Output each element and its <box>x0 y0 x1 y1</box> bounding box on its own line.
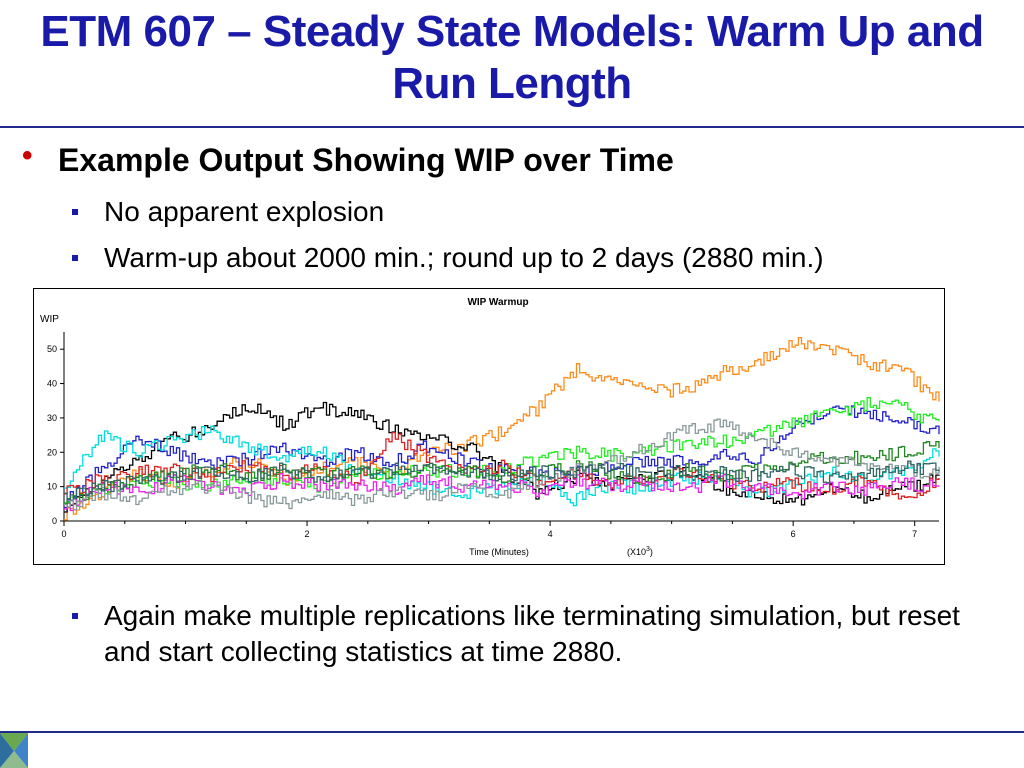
y-tick-label: 0 <box>52 516 57 526</box>
chart-title: WIP Warmup <box>467 297 528 308</box>
chart-panel: WIP Warmup WIP 0 10 20 30 40 50 0 2 4 6 7 Time (Mi… <box>33 288 945 565</box>
bullet-dot-icon: • <box>22 139 33 172</box>
x-axis-label: Time (Minutes) <box>469 547 529 557</box>
sub-bullet-1: No apparent explosion <box>104 196 385 227</box>
x-scale-base: (X10 <box>627 547 646 557</box>
slide-title: ETM 607 – Steady State Models: Warm Up a… <box>40 7 984 108</box>
y-tick-label: 30 <box>47 413 57 423</box>
series-line <box>64 397 940 504</box>
x-tick-label: 6 <box>791 529 796 539</box>
sub-bullet-3: Again make multiple replications like te… <box>104 600 960 667</box>
plot-area: 0 10 20 30 40 50 0 2 4 6 7 <box>47 332 940 539</box>
series-line <box>64 473 940 512</box>
x-tick-label: 2 <box>305 529 310 539</box>
sub-bullet-2: Warm-up about 2000 min.; round up to 2 d… <box>104 242 824 273</box>
square-bullet-icon <box>72 613 78 619</box>
x-scale-note: (X103) <box>627 546 653 557</box>
y-tick-label: 10 <box>47 482 57 492</box>
y-tick-label: 40 <box>47 379 57 389</box>
square-bullet-icon <box>72 209 78 215</box>
x-tick-label: 0 <box>61 529 66 539</box>
square-bullet-icon <box>72 255 78 261</box>
y-axis-label: WIP <box>40 314 59 325</box>
x-scale-close: ) <box>650 547 653 557</box>
wip-warmup-chart: WIP Warmup WIP 0 10 20 30 40 50 0 2 4 6 7 Time (Mi… <box>40 297 940 557</box>
y-tick-label: 20 <box>47 447 57 457</box>
y-tick-label: 50 <box>47 344 57 354</box>
series-line <box>64 460 940 500</box>
x-tick-label: 4 <box>548 529 553 539</box>
series-line <box>64 418 940 511</box>
footer-divider <box>0 731 1024 733</box>
university-logo <box>0 733 28 768</box>
x-scale-exponent: 3 <box>646 546 650 553</box>
title-divider <box>0 126 1024 128</box>
x-tick-label: 7 <box>912 529 917 539</box>
bullet-main: Example Output Showing WIP over Time <box>58 142 674 178</box>
